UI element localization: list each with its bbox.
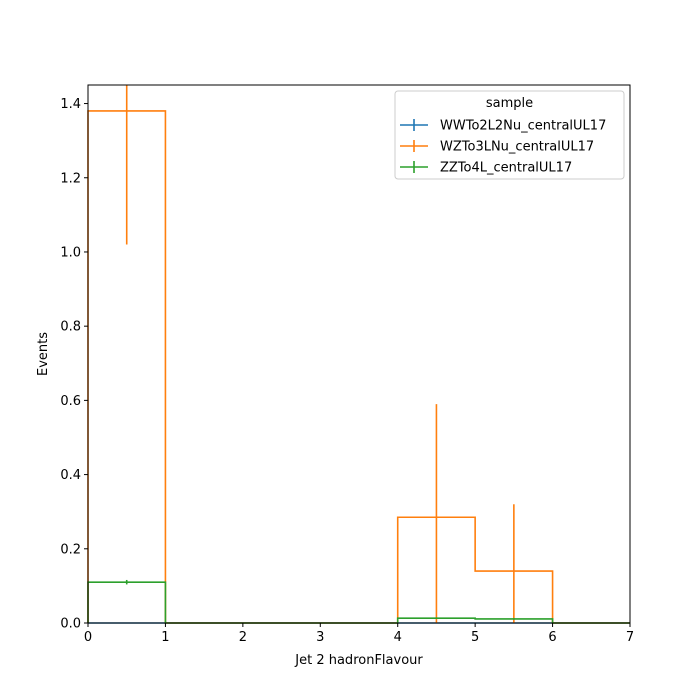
legend-item: WWTo2L2Nu_centralUL17 xyxy=(400,119,606,134)
y-axis: 0.0 0.2 0.4 0.6 0.8 1.0 1.2 1.4 xyxy=(60,97,88,632)
x-tick-label: 6 xyxy=(548,630,556,645)
y-tick-label: 1.0 xyxy=(60,245,81,260)
series-step-line xyxy=(87,110,630,624)
legend-label: WWTo2L2Nu_centralUL17 xyxy=(440,119,606,134)
x-tick-label: 2 xyxy=(239,630,247,645)
legend-items: WWTo2L2Nu_centralUL17 WZTo3LNu_centralUL1… xyxy=(400,119,606,176)
x-axis: 0 1 2 3 4 5 6 7 xyxy=(84,623,634,645)
y-axis-label: Events xyxy=(36,332,51,376)
y-tick-label: 0.6 xyxy=(60,394,81,409)
y-tick-label: 1.2 xyxy=(60,171,81,186)
legend-item: WZTo3LNu_centralUL17 xyxy=(400,140,594,155)
legend-item: ZZTo4L_centralUL17 xyxy=(400,161,572,176)
y-tick-label: 0.0 xyxy=(60,617,81,632)
y-tick-label: 0.2 xyxy=(60,542,81,557)
legend-box xyxy=(394,90,625,180)
x-tick-label: 0 xyxy=(84,630,92,645)
x-tick-label: 4 xyxy=(394,630,402,645)
y-tick-label: 0.8 xyxy=(60,320,81,335)
x-tick-label: 7 xyxy=(626,630,634,645)
x-tick-label: 5 xyxy=(471,630,479,645)
x-axis-label: Jet 2 hadronFlavour xyxy=(294,653,423,668)
legend: sample WWTo2L2Nu_centralUL17 WZTo3LNu_cen… xyxy=(394,90,625,180)
legend-label: ZZTo4L_centralUL17 xyxy=(440,161,572,176)
series-2 xyxy=(87,579,630,624)
x-tick-label: 3 xyxy=(316,630,324,645)
series-step-line xyxy=(87,581,630,624)
y-tick-label: 0.4 xyxy=(60,468,81,483)
y-tick-label: 1.4 xyxy=(60,97,81,112)
plot-frame xyxy=(87,84,631,624)
legend-label: WZTo3LNu_centralUL17 xyxy=(440,140,594,155)
x-tick-label: 1 xyxy=(161,630,169,645)
legend-title: sample xyxy=(486,96,533,111)
